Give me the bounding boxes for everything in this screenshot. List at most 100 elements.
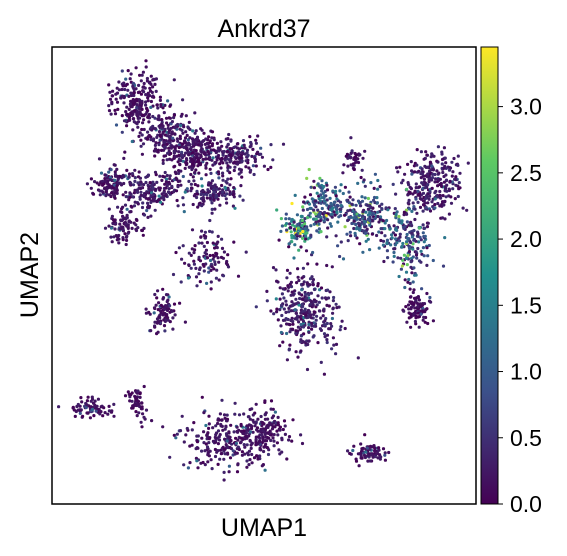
scatter-point [251, 418, 255, 422]
scatter-point [210, 265, 214, 269]
scatter-point [448, 179, 452, 183]
scatter-point [321, 314, 325, 318]
scatter-point [320, 206, 324, 211]
scatter-point [187, 179, 191, 183]
scatter-point [297, 248, 301, 252]
scatter-point [252, 172, 256, 177]
scatter-point [236, 438, 240, 442]
scatter-point [425, 225, 430, 229]
scatter-point [308, 211, 312, 215]
scatter-point [242, 443, 246, 447]
scatter-point [217, 187, 221, 191]
scatter-point [206, 183, 211, 187]
scatter-point [149, 82, 153, 86]
scatter-point [213, 454, 218, 459]
scatter-point [419, 309, 423, 313]
scatter-point [85, 399, 89, 403]
scatter-point [372, 198, 376, 202]
scatter-point [203, 463, 207, 467]
scatter-point [359, 204, 363, 208]
scatter-point [226, 187, 230, 191]
scatter-point [133, 168, 137, 172]
scatter-point [335, 306, 339, 310]
scatter-point [241, 198, 245, 202]
scatter-point [222, 149, 226, 154]
scatter-point [375, 201, 379, 205]
scatter-point [110, 240, 114, 244]
scatter-point [289, 230, 293, 234]
scatter-point [281, 340, 285, 344]
scatter-point [352, 219, 356, 223]
scatter-point [129, 210, 133, 214]
scatter-point [291, 327, 295, 331]
scatter-point [229, 447, 234, 451]
scatter-point [217, 278, 221, 282]
scatter-point [140, 73, 144, 77]
scatter-point [440, 157, 445, 162]
cluster-right-diagonal [377, 181, 447, 300]
scatter-point [154, 303, 158, 307]
scatter-point [407, 207, 411, 211]
scatter-point [99, 171, 104, 175]
scatter-point [208, 258, 213, 263]
scatter-point [145, 76, 149, 81]
scatter-point [128, 172, 132, 176]
scatter-point [284, 310, 288, 314]
scatter-point [219, 424, 223, 428]
scatter-point [296, 222, 300, 227]
scatter-point [263, 431, 267, 436]
scatter-point [301, 325, 306, 329]
scatter-point [410, 302, 414, 306]
scatter-point [187, 263, 191, 268]
scatter-point [198, 267, 202, 272]
scatter-point [331, 206, 335, 210]
scatter-point [222, 478, 226, 482]
scatter-point [306, 315, 311, 319]
scatter-point [216, 462, 220, 466]
scatter-point [285, 276, 289, 280]
scatter-point [235, 160, 239, 164]
scatter-point [456, 194, 460, 199]
scatter-point [127, 107, 131, 111]
scatter-point [199, 155, 203, 159]
scatter-point [457, 187, 461, 191]
scatter-point [196, 138, 200, 142]
scatter-point [121, 193, 125, 197]
colorbar [480, 46, 499, 505]
scatter-point [339, 214, 343, 218]
scatter-point [113, 108, 117, 112]
scatter-point [138, 176, 142, 180]
scatter-point [364, 239, 368, 243]
scatter-point [331, 189, 335, 193]
scatter-point [401, 258, 405, 262]
scatter-point [346, 164, 350, 168]
scatter-point [181, 174, 185, 179]
scatter-point [113, 112, 118, 116]
scatter-point [450, 174, 454, 178]
scatter-point [397, 239, 402, 243]
scatter-point [250, 441, 254, 445]
scatter-point [168, 138, 172, 142]
scatter-point [190, 167, 194, 172]
scatter-point [114, 123, 119, 127]
scatter-point [433, 206, 437, 210]
chart-title: Ankrd37 [217, 15, 310, 43]
scatter-point [301, 319, 306, 323]
scatter-point [209, 262, 214, 266]
scatter-point [317, 222, 321, 226]
scatter-point [316, 294, 320, 298]
scatter-point [406, 201, 410, 205]
scatter-point [271, 158, 275, 162]
scatter-point [315, 303, 319, 307]
scatter-point [400, 181, 404, 185]
scatter-point [347, 201, 351, 205]
scatter-point [273, 410, 277, 414]
scatter-point [359, 175, 363, 180]
scatter-point [204, 157, 208, 161]
cluster-top-left-7 [103, 204, 146, 247]
scatter-point [339, 325, 343, 329]
scatter-point [316, 208, 320, 212]
scatter-point [203, 230, 207, 234]
scatter-point [215, 141, 219, 145]
scatter-point [184, 433, 188, 437]
